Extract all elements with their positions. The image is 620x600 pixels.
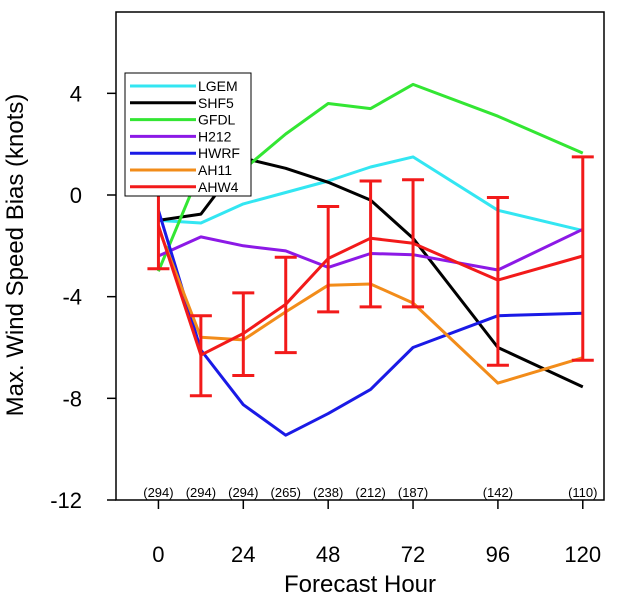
legend-label-h212: H212 [198, 128, 232, 144]
sample-count-label: (294) [186, 485, 216, 500]
legend-label-lgem: LGEM [198, 78, 238, 94]
plot-frame [115, 11, 605, 501]
legend-label-gfdl: GFDL [198, 112, 236, 128]
sample-count-label: (142) [483, 485, 513, 500]
y-tick-label: 0 [70, 183, 82, 208]
x-tick-label: 0 [152, 542, 164, 567]
legend-label-ah11: AH11 [198, 162, 232, 178]
errorbar-layer [147, 155, 594, 398]
x-tick-label: 72 [401, 542, 425, 567]
x-tick-label: 120 [564, 542, 601, 567]
sample-count-label: (187) [398, 485, 428, 500]
y-axis-title: Max. Wind Speed Bias (knots) [2, 94, 29, 417]
sample-count-layer: (294) (294) (294) (265) (238) (212) (187) (142)… [143, 485, 597, 500]
y-tick-label: -8 [62, 386, 82, 411]
sample-count-label: (265) [271, 485, 301, 500]
x-tick-label: 48 [316, 542, 340, 567]
y-tick-label: 4 [70, 81, 82, 106]
sample-count-label: (238) [313, 485, 343, 500]
sample-count-label: (212) [355, 485, 385, 500]
sample-count-label: (294) [228, 485, 258, 500]
legend-label-shf5: SHF5 [198, 95, 234, 111]
y-tick-label: -4 [62, 285, 82, 310]
x-axis-title: Forecast Hour [284, 571, 436, 598]
legend-label-hwrf: HWRF [198, 145, 240, 161]
y-tick-label: -12 [50, 488, 82, 513]
series-line-hwrf [156, 209, 583, 437]
x-tick-label: 96 [486, 542, 510, 567]
sample-count-label: (110) [568, 485, 597, 500]
plot-area [115, 11, 605, 501]
tick-layer: 0 24 48 72 96 120 -12 -8 -4 0 4 [50, 81, 601, 567]
legend-box [124, 72, 252, 197]
x-tick-label: 24 [231, 542, 255, 567]
legend-label-ahw4: AHW4 [198, 179, 239, 195]
sample-count-label: (294) [143, 485, 173, 500]
